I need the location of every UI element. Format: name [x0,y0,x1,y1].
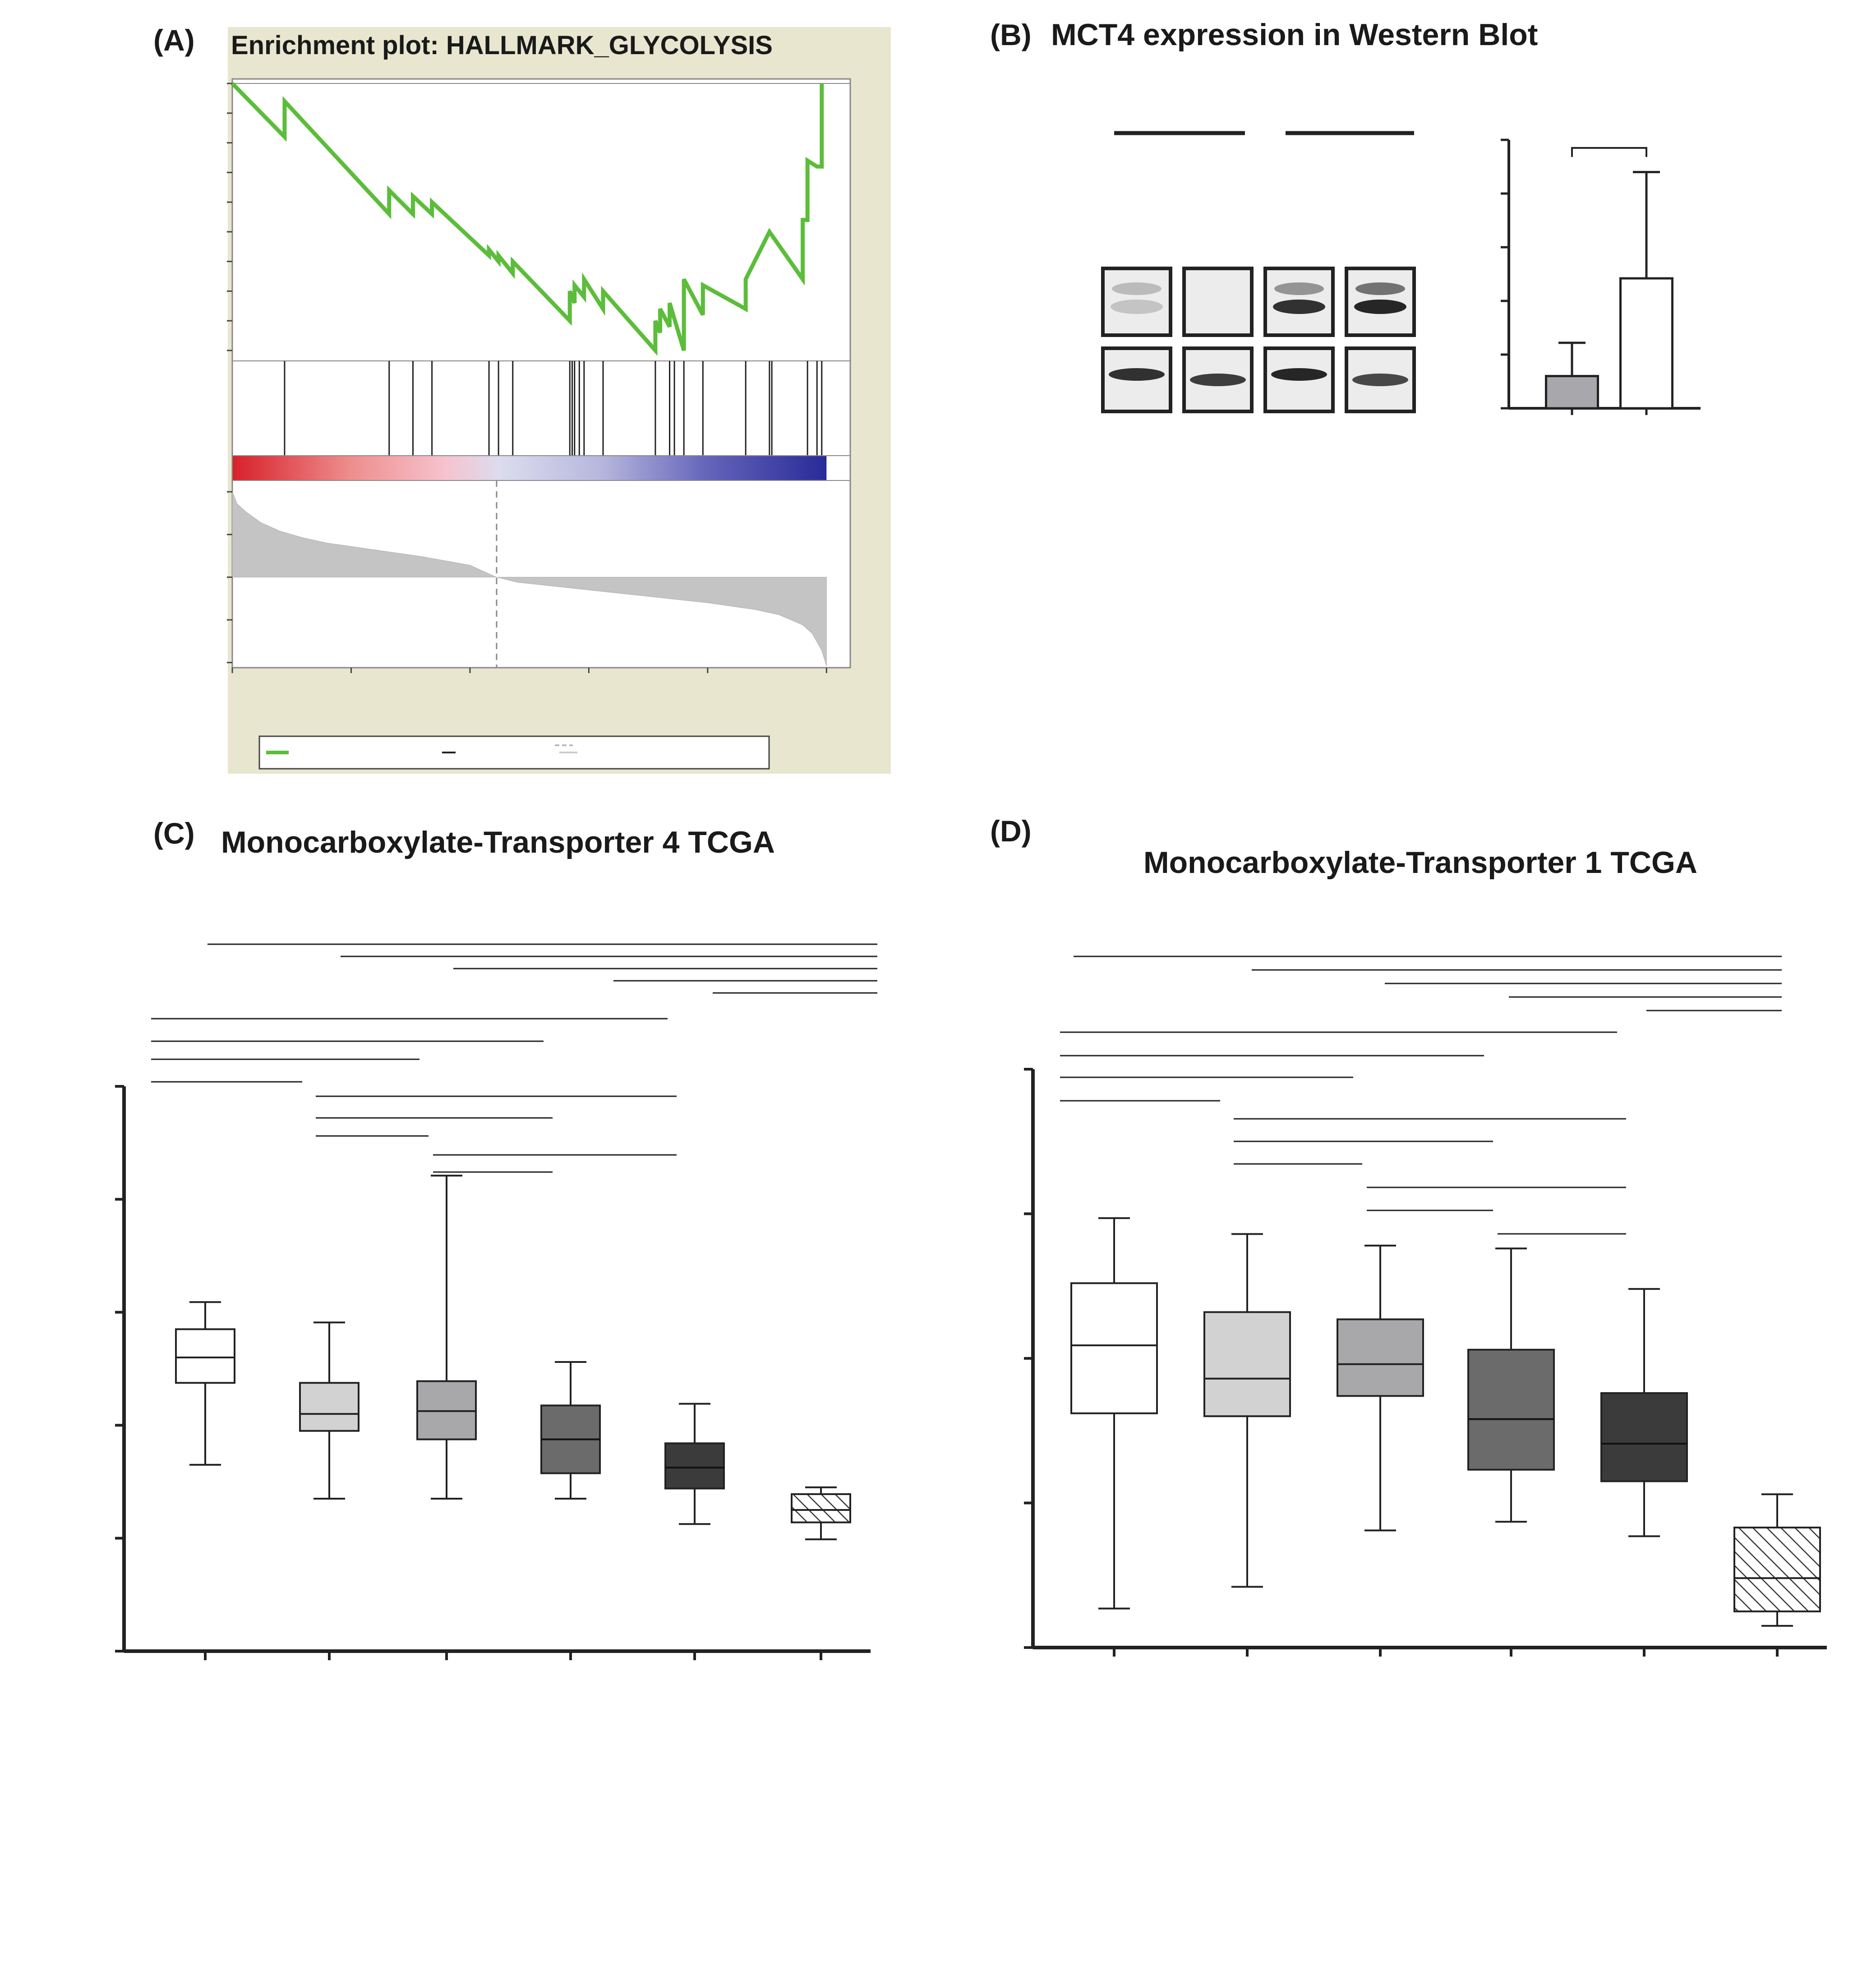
bar-0 [1545,375,1599,410]
mct4-band [1111,300,1163,314]
panel-c-label: (C) [153,817,195,850]
gapdh-band [1109,368,1165,381]
gapdh-band [1352,374,1408,386]
panel-c: (C) Monocarboxylate-Transporter 4 TCGA [115,817,877,1660]
panel-b-label: (B) [990,18,1032,51]
box-body [299,1382,360,1432]
gsea-legend [258,735,770,770]
bar-significance-bracket [1571,147,1647,157]
gsea-title: Enrichment plot: HALLMARK_GLYCOLYSIS [231,31,773,60]
panel-c-title: Monocarboxylate-Transporter 4 TCGA [221,825,775,859]
box-body [1070,1282,1158,1414]
ranked-list-bar-border [232,455,851,481]
box-body [1203,1311,1291,1417]
gsea-chart [227,78,851,770]
box-body [664,1442,725,1490]
mct4-blot-box [1101,267,1172,337]
panel-d-label: (D) [990,814,1032,848]
box-body [1733,1526,1821,1612]
mct4-blot-box [1182,267,1254,337]
panel-a: (A) Enrichment plot: HALLMARK_GLYCOLYSIS [153,23,891,774]
mct4-band [1273,300,1325,314]
gapdh-band [1271,368,1327,381]
box-body [791,1493,851,1523]
mct4-bar-chart [1501,138,1701,415]
ranking-metric-area [232,491,827,666]
ranked-list-color-bar [232,456,827,480]
box-body [1467,1348,1555,1471]
panel-d-title: Monocarboxylate-Transporter 1 TCGA [1143,845,1697,880]
panel-b-title: MCT4 expression in Western Blot [1051,18,1538,52]
panel-a-label: (A) [153,23,195,57]
box-body [175,1328,235,1384]
mct4-band [1354,300,1406,314]
enrichment-profile-line [230,82,824,356]
panel-d: (D) Monocarboxylate-Transporter 1 TCGA [990,814,1827,1657]
box-body [1337,1318,1424,1397]
legend-box [258,735,770,770]
mct1-box-chart [1024,956,1827,1657]
mct4-box-chart [115,943,877,1660]
box-body [1600,1392,1688,1482]
mct4-band-upper [1274,282,1324,295]
panel-b: (B) MCT4 expression in Western Blot [990,18,1701,415]
bar-1 [1619,277,1673,410]
gapdh-band [1190,374,1246,386]
western-blot [1101,131,1416,413]
mct4-band-upper [1112,282,1162,295]
mct4-band-upper [1355,282,1405,295]
